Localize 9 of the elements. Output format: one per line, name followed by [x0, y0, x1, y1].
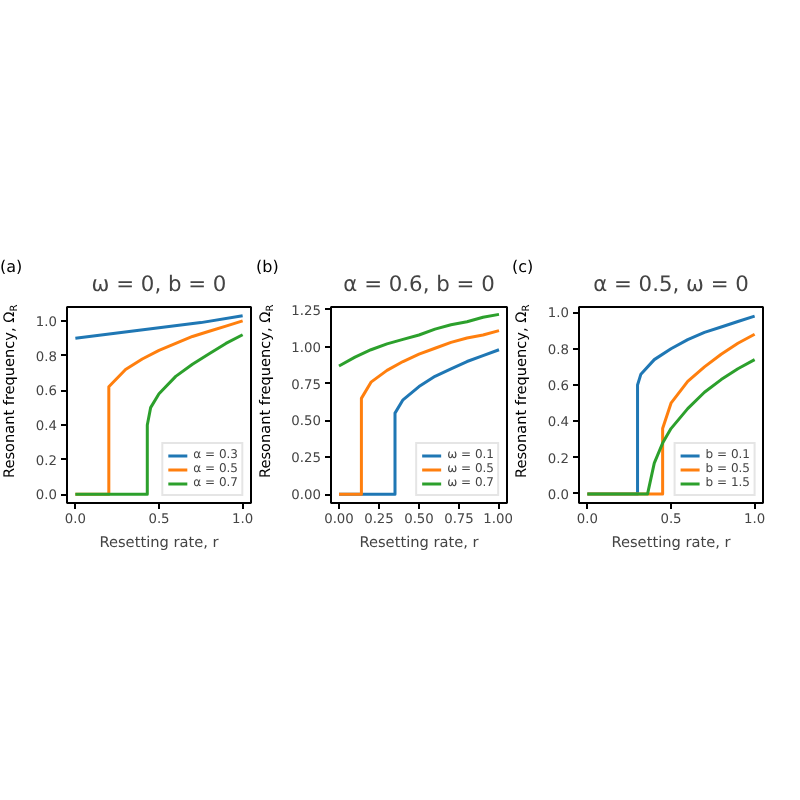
- line-series: [337, 312, 501, 368]
- chart-title: ω = 0, b = 0: [91, 271, 227, 297]
- chart-title: α = 0.6, b = 0: [343, 271, 496, 297]
- text: (a): [0, 256, 23, 279]
- line-series: [585, 358, 757, 496]
- text: (c): [512, 256, 534, 279]
- text: (b): [256, 256, 279, 279]
- chart-title: α = 0.5, ω = 0: [593, 271, 750, 297]
- line-series: [73, 314, 245, 340]
